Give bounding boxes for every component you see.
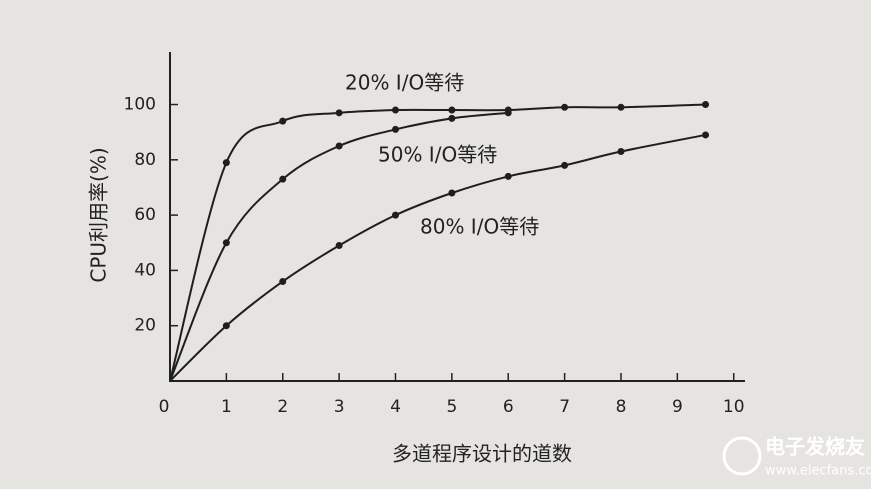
data-point (448, 114, 456, 122)
data-point (222, 322, 230, 330)
series-line (169, 133, 706, 382)
y-tick-label: 100 (124, 95, 156, 115)
x-tick-label: 3 (334, 397, 345, 417)
data-point (335, 242, 343, 250)
x-tick-label: 10 (723, 397, 745, 417)
x-axis-label: 多道程序设计的道数 (392, 442, 572, 466)
series-label: 20% I/O等待 (345, 71, 464, 95)
data-point (335, 109, 343, 117)
data-point (702, 101, 710, 109)
x-tick-label: 8 (616, 397, 627, 417)
x-tick-label: 9 (672, 397, 683, 417)
data-point (391, 125, 399, 133)
data-point (279, 277, 287, 285)
data-point (561, 161, 569, 169)
y-tick-label: 20 (134, 316, 156, 336)
data-point (279, 175, 287, 183)
watermark-url: www.elecfans.com (765, 464, 871, 479)
data-point (391, 106, 399, 114)
data-point (561, 103, 569, 111)
data-point (335, 142, 343, 150)
y-axis-label: CPU利用率(%) (87, 147, 111, 282)
data-point (617, 148, 625, 156)
data-point (702, 131, 710, 139)
data-point (279, 117, 287, 125)
data-point (448, 189, 456, 197)
series-label: 50% I/O等待 (378, 143, 497, 167)
watermark-logo (722, 436, 762, 476)
data-point (504, 172, 512, 180)
x-tick-label: 5 (446, 397, 457, 417)
data-point (504, 109, 512, 117)
x-tick-label: 0 (159, 397, 170, 417)
series-label: 80% I/O等待 (420, 215, 539, 239)
y-tick-label: 80 (134, 150, 156, 170)
x-tick-label: 1 (221, 397, 232, 417)
y-tick-label: 40 (134, 260, 156, 280)
data-point (222, 239, 230, 247)
x-tick-label: 6 (503, 397, 514, 417)
watermark: 电子发烧友 www.elecfans.com (722, 435, 871, 479)
x-tick-label: 4 (390, 397, 401, 417)
x-tick-label: 7 (559, 397, 570, 417)
data-point (222, 159, 230, 167)
y-tick-label: 60 (134, 205, 156, 225)
data-point (448, 106, 456, 114)
x-tick-label: 2 (277, 397, 288, 417)
data-point (617, 103, 625, 111)
watermark-text: 电子发烧友 (765, 435, 865, 459)
data-point (391, 211, 399, 219)
